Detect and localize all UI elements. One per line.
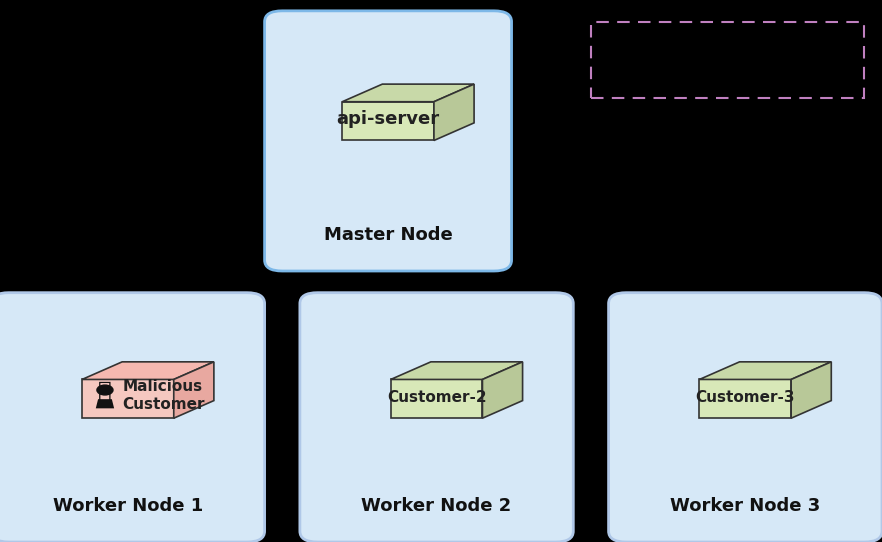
Polygon shape	[391, 379, 482, 418]
Text: Worker Node 2: Worker Node 2	[362, 497, 512, 515]
Polygon shape	[82, 379, 174, 418]
Polygon shape	[482, 362, 522, 418]
Polygon shape	[391, 362, 522, 379]
Text: Worker Node 3: Worker Node 3	[670, 497, 820, 515]
Text: Master Node: Master Node	[324, 226, 452, 244]
Polygon shape	[699, 379, 791, 418]
Circle shape	[97, 385, 113, 395]
Polygon shape	[791, 362, 831, 418]
Polygon shape	[699, 362, 831, 379]
Polygon shape	[96, 399, 114, 408]
Polygon shape	[342, 102, 434, 140]
FancyBboxPatch shape	[265, 11, 512, 271]
FancyBboxPatch shape	[0, 293, 265, 542]
Polygon shape	[82, 362, 213, 379]
Text: Malicious
Customer: Malicious Customer	[122, 379, 205, 412]
Text: 👤: 👤	[98, 380, 112, 403]
Text: Worker Node 1: Worker Node 1	[53, 497, 203, 515]
FancyBboxPatch shape	[609, 293, 882, 542]
Polygon shape	[434, 84, 475, 140]
Polygon shape	[174, 362, 213, 418]
Text: api-server: api-server	[337, 111, 439, 128]
FancyBboxPatch shape	[300, 293, 573, 542]
Polygon shape	[342, 84, 475, 102]
Text: Customer-3: Customer-3	[696, 390, 795, 404]
Text: Customer-2: Customer-2	[387, 390, 486, 404]
